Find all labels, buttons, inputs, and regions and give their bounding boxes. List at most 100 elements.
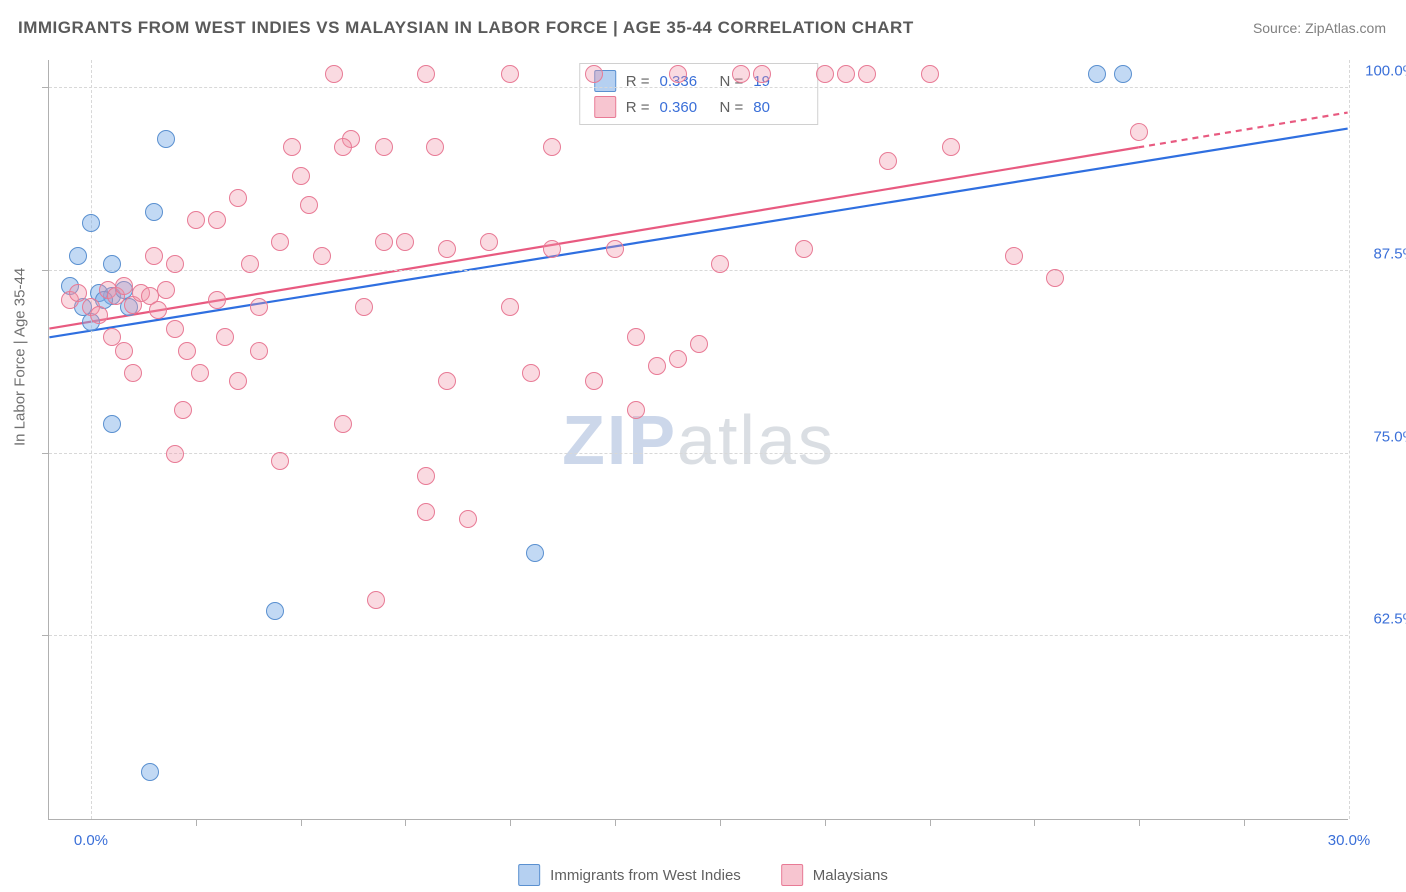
data-point-pink bbox=[522, 364, 540, 382]
y-tick-label: 100.0% bbox=[1365, 63, 1406, 80]
data-point-pink bbox=[732, 65, 750, 83]
legend-swatch-blue bbox=[518, 864, 540, 886]
data-point-pink bbox=[438, 372, 456, 390]
data-point-pink bbox=[124, 364, 142, 382]
x-tick-label: 0.0% bbox=[74, 832, 108, 849]
x-tick-label: 30.0% bbox=[1328, 832, 1371, 849]
watermark-atlas: atlas bbox=[677, 401, 835, 479]
data-point-pink bbox=[187, 211, 205, 229]
data-point-blue bbox=[141, 763, 159, 781]
data-point-pink bbox=[585, 372, 603, 390]
gridline-v bbox=[1349, 60, 1350, 819]
data-point-pink bbox=[711, 255, 729, 273]
data-point-pink bbox=[90, 306, 108, 324]
data-point-blue bbox=[266, 602, 284, 620]
chart-title: IMMIGRANTS FROM WEST INDIES VS MALAYSIAN… bbox=[18, 18, 914, 38]
data-point-pink bbox=[417, 467, 435, 485]
data-point-pink bbox=[325, 65, 343, 83]
y-axis-label: In Labor Force | Age 35-44 bbox=[12, 268, 29, 446]
plot-area: ZIPatlas R =0.336N = 19R =0.360N =80 62.… bbox=[48, 60, 1348, 820]
legend-series: Immigrants from West Indies Malaysians bbox=[518, 864, 888, 886]
data-point-pink bbox=[300, 196, 318, 214]
data-point-blue bbox=[526, 544, 544, 562]
n-label: N = bbox=[720, 99, 744, 116]
y-tick-label: 75.0% bbox=[1373, 428, 1406, 445]
n-value: 80 bbox=[753, 99, 803, 116]
data-point-pink bbox=[1046, 269, 1064, 287]
data-point-blue bbox=[1088, 65, 1106, 83]
data-point-pink bbox=[191, 364, 209, 382]
data-point-blue bbox=[103, 255, 121, 273]
data-point-pink bbox=[313, 247, 331, 265]
data-point-pink bbox=[149, 301, 167, 319]
data-point-pink bbox=[166, 255, 184, 273]
data-point-pink bbox=[501, 65, 519, 83]
data-point-pink bbox=[396, 233, 414, 251]
data-point-pink bbox=[355, 298, 373, 316]
chart-container: IMMIGRANTS FROM WEST INDIES VS MALAYSIAN… bbox=[0, 0, 1406, 892]
data-point-pink bbox=[795, 240, 813, 258]
data-point-pink bbox=[1130, 123, 1148, 141]
data-point-blue bbox=[1114, 65, 1132, 83]
legend-correlation-row: R = 0.360 N = 80 bbox=[580, 94, 818, 120]
legend-swatch-pink bbox=[594, 96, 616, 118]
data-point-pink bbox=[157, 281, 175, 299]
data-point-pink bbox=[1005, 247, 1023, 265]
gridline-h bbox=[49, 87, 1348, 88]
data-point-blue bbox=[69, 247, 87, 265]
data-point-pink bbox=[543, 240, 561, 258]
data-point-pink bbox=[166, 445, 184, 463]
legend-item: Immigrants from West Indies bbox=[518, 864, 741, 886]
legend-item: Malaysians bbox=[781, 864, 888, 886]
data-point-pink bbox=[271, 233, 289, 251]
data-point-pink bbox=[115, 342, 133, 360]
data-point-pink bbox=[271, 452, 289, 470]
data-point-pink bbox=[543, 138, 561, 156]
r-label: R = bbox=[626, 99, 650, 116]
data-point-pink bbox=[103, 328, 121, 346]
legend-swatch-pink bbox=[781, 864, 803, 886]
watermark-zip: ZIP bbox=[562, 401, 677, 479]
data-point-pink bbox=[292, 167, 310, 185]
data-point-pink bbox=[879, 152, 897, 170]
data-point-blue bbox=[145, 203, 163, 221]
data-point-pink bbox=[606, 240, 624, 258]
data-point-pink bbox=[942, 138, 960, 156]
data-point-pink bbox=[417, 65, 435, 83]
data-point-pink bbox=[283, 138, 301, 156]
data-point-pink bbox=[501, 298, 519, 316]
data-point-pink bbox=[69, 284, 87, 302]
legend-label: Malaysians bbox=[813, 867, 888, 884]
data-point-pink bbox=[178, 342, 196, 360]
gridline-h bbox=[49, 453, 1348, 454]
data-point-pink bbox=[438, 240, 456, 258]
data-point-blue bbox=[103, 415, 121, 433]
data-point-pink bbox=[250, 298, 268, 316]
data-point-pink bbox=[417, 503, 435, 521]
data-point-pink bbox=[837, 65, 855, 83]
source-label: Source: ZipAtlas.com bbox=[1253, 20, 1386, 36]
data-point-pink bbox=[921, 65, 939, 83]
data-point-pink bbox=[690, 335, 708, 353]
y-tick-label: 87.5% bbox=[1373, 245, 1406, 262]
data-point-pink bbox=[166, 320, 184, 338]
gridline-v bbox=[91, 60, 92, 819]
data-point-pink bbox=[250, 342, 268, 360]
gridline-h bbox=[49, 635, 1348, 636]
data-point-pink bbox=[753, 65, 771, 83]
data-point-pink bbox=[367, 591, 385, 609]
data-point-pink bbox=[115, 277, 133, 295]
data-point-pink bbox=[627, 328, 645, 346]
data-point-pink bbox=[627, 401, 645, 419]
r-value: 0.360 bbox=[660, 99, 710, 116]
data-point-pink bbox=[669, 350, 687, 368]
data-point-pink bbox=[375, 233, 393, 251]
legend-correlation-row: R =0.336N = 19 bbox=[580, 68, 818, 94]
data-point-pink bbox=[334, 138, 352, 156]
watermark: ZIPatlas bbox=[562, 400, 835, 480]
data-point-pink bbox=[426, 138, 444, 156]
data-point-pink bbox=[669, 65, 687, 83]
data-point-blue bbox=[157, 130, 175, 148]
data-point-pink bbox=[145, 247, 163, 265]
data-point-pink bbox=[816, 65, 834, 83]
